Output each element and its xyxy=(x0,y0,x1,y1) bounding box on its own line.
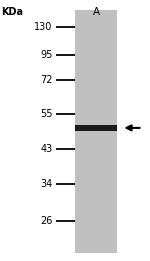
Bar xyxy=(75,125,117,131)
Text: KDa: KDa xyxy=(2,7,24,16)
Bar xyxy=(75,10,117,253)
Text: 26: 26 xyxy=(40,216,52,226)
Text: 95: 95 xyxy=(40,50,52,60)
Text: 55: 55 xyxy=(40,109,52,118)
Text: 72: 72 xyxy=(40,75,52,85)
Text: 43: 43 xyxy=(40,144,52,154)
Text: 130: 130 xyxy=(34,22,52,32)
FancyArrowPatch shape xyxy=(127,125,140,130)
Text: A: A xyxy=(92,7,100,16)
Text: 34: 34 xyxy=(40,179,52,189)
